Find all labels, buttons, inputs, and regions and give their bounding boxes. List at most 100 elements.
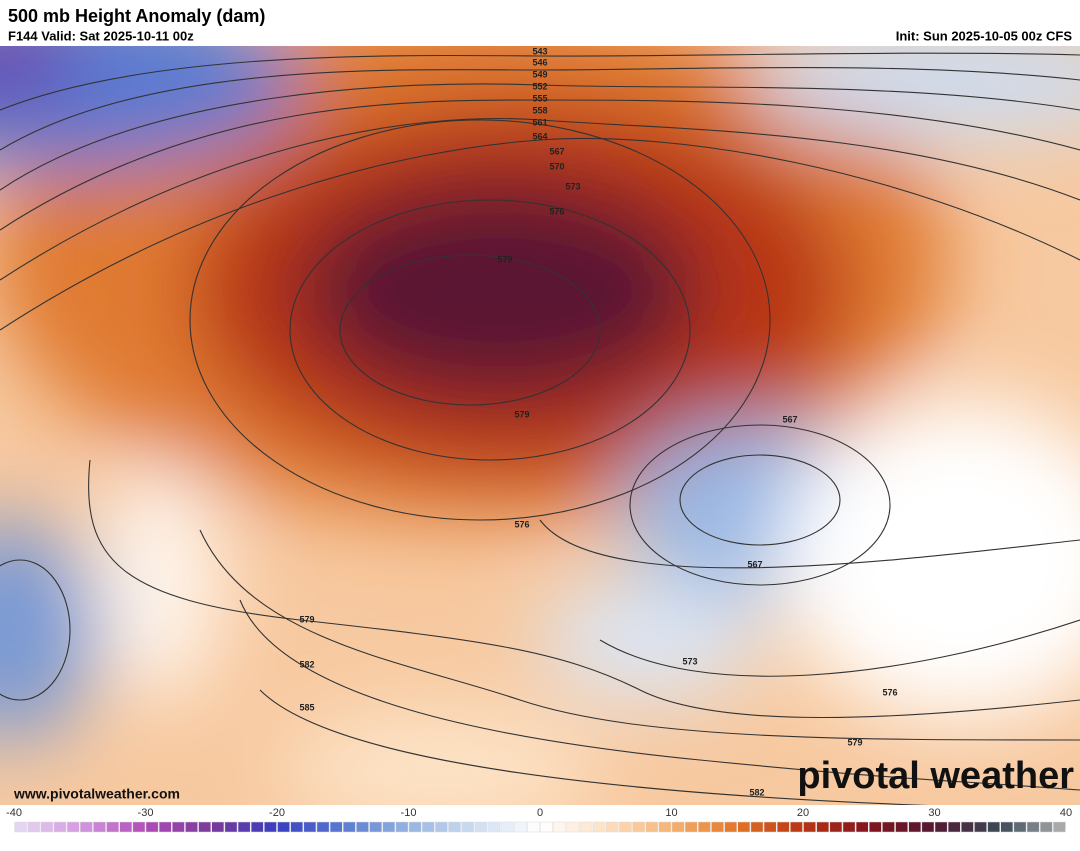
colorbar-cell (66, 821, 80, 833)
colorbar-cell (632, 821, 645, 833)
colorbar-cell (527, 821, 540, 833)
colorbar-cell (158, 821, 172, 833)
colorbar-cell (172, 821, 185, 833)
colorbar-cell (132, 821, 146, 833)
brand-watermark: pivotal weather (797, 755, 1074, 797)
colorbar-cell (369, 821, 382, 833)
contour-label: 579 (497, 254, 512, 264)
colorbar-cell (882, 821, 895, 833)
colorbar-cell (80, 821, 93, 833)
contour-label: 555 (532, 93, 547, 103)
colorbar-cell (842, 821, 856, 833)
contour-label: 573 (565, 181, 580, 191)
colorbar-cell (829, 821, 843, 833)
colorbar-cell (724, 821, 737, 833)
colorbar-tick-label: -40 (6, 807, 22, 819)
valid-time: F144 Valid: Sat 2025-10-11 00z (8, 28, 194, 43)
colorbar-cell (1039, 821, 1053, 833)
colorbar-cell (645, 821, 659, 833)
colorbar-cell (106, 821, 119, 833)
map: 5435465495525555585615645675705735765795… (0, 46, 1080, 805)
colorbar-cell (750, 821, 764, 833)
colorbar-cell (40, 821, 54, 833)
colorbar-cell (579, 821, 593, 833)
contour-label: 582 (299, 659, 314, 669)
colorbar-tick-label: 40 (1060, 807, 1072, 819)
colorbar-cell (93, 821, 106, 833)
colorbar-tick-label: -20 (269, 807, 285, 819)
contour-label: 567 (747, 559, 762, 569)
colorbar-cell (119, 821, 133, 833)
contour-label: 576 (882, 687, 897, 697)
colorbar-cell (1026, 821, 1040, 833)
colorbar-cell (198, 821, 212, 833)
colorbar-cell (343, 821, 356, 833)
colorbar-cell (908, 821, 922, 833)
colorbar-cell (803, 821, 816, 833)
colorbar-cell (619, 821, 632, 833)
colorbar-cell (185, 821, 198, 833)
colorbar-cell (934, 821, 948, 833)
colorbar-cell (921, 821, 935, 833)
contour-label: 561 (532, 117, 547, 127)
colorbar-cell (513, 821, 527, 833)
colorbar-tick-label: 0 (537, 807, 543, 819)
colorbar-cell (264, 821, 277, 833)
colorbar-cell (224, 821, 238, 833)
colorbar-cell (1013, 821, 1027, 833)
contour-label: 579 (514, 409, 529, 419)
colorbar-cell (474, 821, 488, 833)
contour-label: 567 (549, 146, 564, 156)
colorbar-cell (855, 821, 869, 833)
colorbar-cell (487, 821, 501, 833)
colorbar-cell (711, 821, 724, 833)
colorbar-cell (27, 821, 41, 833)
colorbar-cell (895, 821, 908, 833)
contour-label: 546 (532, 57, 547, 67)
colorbar-cell (461, 821, 475, 833)
colorbar-cell (237, 821, 251, 833)
colorbar-cell (329, 821, 343, 833)
contour-label: 543 (532, 46, 547, 56)
colorbar-cell (606, 821, 619, 833)
contour-label: 558 (532, 105, 547, 115)
colorbar: -40 -30 -20 -10 0 10 20 30 40 (6, 807, 1072, 833)
colorbar-cell (737, 821, 751, 833)
title: 500 mb Height Anomaly (dam) (8, 6, 265, 26)
colorbar-cell (987, 821, 1000, 833)
colorbar-cell (1053, 821, 1066, 833)
colorbar-cell (421, 821, 435, 833)
source-url: www.pivotalweather.com (13, 786, 180, 802)
contour-label: 552 (532, 81, 547, 91)
colorbar-tick-label: 10 (665, 807, 677, 819)
colorbar-cell (816, 821, 830, 833)
colorbar-cell (395, 821, 409, 833)
contour-label: 564 (532, 131, 547, 141)
colorbar-cell (671, 821, 685, 833)
colorbar-cell (947, 821, 961, 833)
colorbar-tick-label: -30 (138, 807, 154, 819)
contour-label: 585 (299, 702, 314, 712)
colorbar-cell (790, 821, 803, 833)
init-time: Init: Sun 2025-10-05 00z CFS (896, 28, 1073, 43)
colorbar-cell (592, 821, 606, 833)
colorbar-cell (211, 821, 225, 833)
contour-label: 576 (549, 206, 564, 216)
colorbar-cell (448, 821, 461, 833)
contour-label: 549 (532, 69, 547, 79)
colorbar-cell (776, 821, 790, 833)
colorbar-cell (869, 821, 882, 833)
colorbar-cell (277, 821, 290, 833)
colorbar-cell (290, 821, 304, 833)
colorbar-tick-label: 20 (797, 807, 809, 819)
contour-label: 573 (682, 656, 697, 666)
colorbar-cell (250, 821, 264, 833)
contour-label: 567 (782, 414, 797, 424)
colorbar-cell (316, 821, 330, 833)
contour-label: 579 (847, 737, 862, 747)
colorbar-cell (684, 821, 698, 833)
colorbar-cell (974, 821, 987, 833)
colorbar-cell (500, 821, 514, 833)
contour-label: 579 (299, 614, 314, 624)
colorbar-cell (435, 821, 448, 833)
